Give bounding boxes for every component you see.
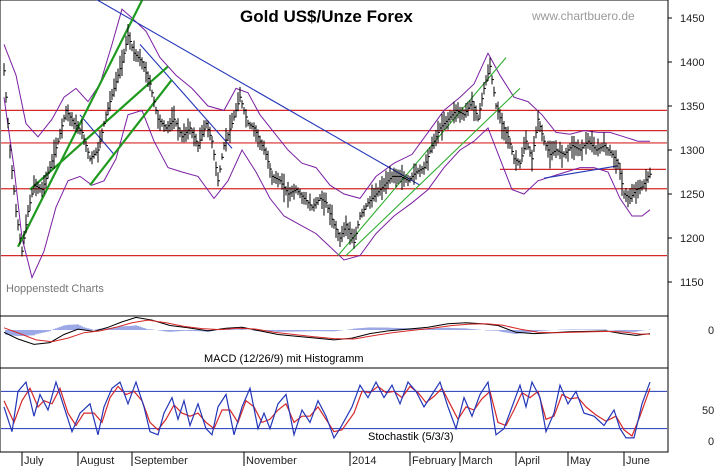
- price-tick-label: 1250: [680, 189, 704, 201]
- downtrend-line: [139, 44, 233, 149]
- price-tick-label: 1150: [680, 277, 704, 289]
- macd-panel: [0, 315, 669, 369]
- month-label: 2014: [352, 455, 376, 466]
- chart-title: Gold US$/Unze Forex: [240, 7, 413, 26]
- downtrend-line: [79, 114, 115, 155]
- stoch-tick-label: 50: [702, 405, 714, 417]
- month-label: April: [518, 455, 540, 466]
- uptrend-line: [17, 0, 143, 248]
- macd-label: MACD (12/26/9) mit Histogramm: [204, 353, 364, 365]
- macd-tick-label: 0: [708, 325, 714, 337]
- macd-signal-line: [3, 319, 650, 343]
- month-label: February: [412, 455, 457, 466]
- month-label: September: [134, 455, 188, 466]
- price-tick-label: 1300: [680, 145, 704, 157]
- month-label: May: [570, 455, 591, 466]
- watermark: www.chartbuero.de: [531, 9, 635, 23]
- stoch-k-line: [3, 380, 651, 440]
- stoch-tick-label: 0: [708, 436, 714, 448]
- downtrend-line: [543, 165, 619, 179]
- price-tick-label: 1400: [680, 57, 704, 69]
- uptrend-line: [29, 65, 169, 191]
- uptrend-line: [345, 88, 521, 256]
- macd-line: [3, 316, 651, 345]
- price-tick-label: 1450: [680, 13, 704, 25]
- month-label: July: [24, 455, 44, 466]
- downtrend-line: [96, 0, 421, 186]
- price-tick-label: 1200: [680, 233, 704, 245]
- price-tick-label: 1350: [680, 101, 704, 113]
- month-label: March: [462, 455, 493, 466]
- stoch-panel: [0, 367, 669, 453]
- month-label: November: [246, 455, 297, 466]
- source-label: Hoppenstedt Charts: [6, 283, 104, 295]
- month-label: August: [80, 455, 114, 466]
- stoch-label: Stochastik (5/3/3): [368, 431, 454, 443]
- uptrend-line: [89, 78, 173, 186]
- month-label: June: [626, 455, 650, 466]
- uptrend-line: [337, 57, 507, 256]
